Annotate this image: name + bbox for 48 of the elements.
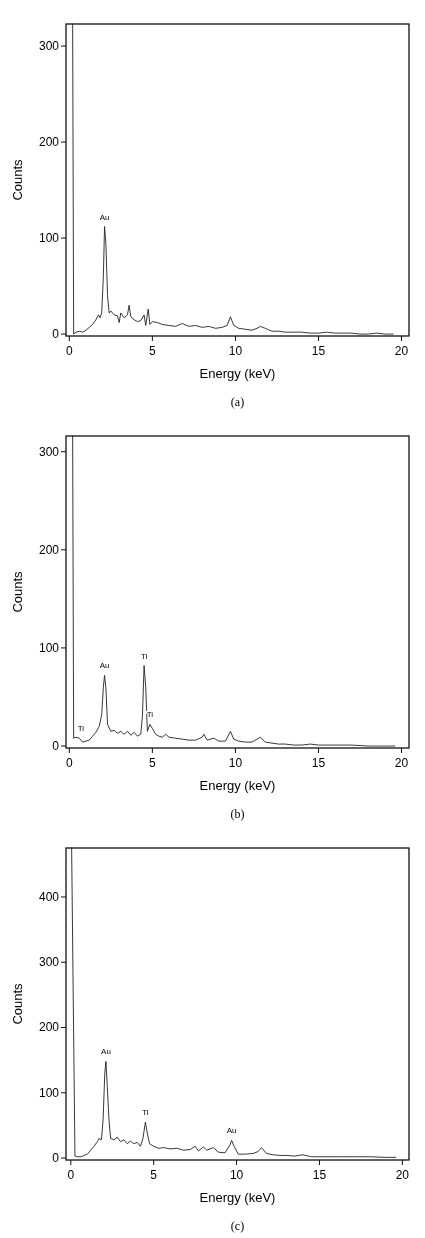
x-tick-label: 15 [311,344,326,358]
annotation: Ti [146,710,154,720]
y-tick-label: 100 [38,1085,60,1100]
y-axis-title: Counts [10,982,25,1025]
y-axis-title: Counts [10,158,25,201]
x-axis-title: Energy (keV) [199,366,276,381]
x-tick-label: 10 [228,756,243,770]
y-tick-label: 200 [38,542,60,557]
line-series [72,435,396,747]
annotation: Ti [142,1108,149,1118]
x-tick-label: 20 [395,1168,410,1182]
y-tick-label: 200 [38,1020,60,1035]
text: (a) [230,395,245,409]
line-series [72,23,394,335]
x-tick-label: 10 [228,344,243,358]
y-tick-label: 300 [38,955,60,970]
x-tick-label: 20 [394,756,409,770]
annotation: Ti [77,724,85,734]
x-tick-label: 0 [65,756,73,770]
annotation: Ti [140,651,148,661]
x-tick-label: 5 [149,756,157,770]
x-tick-label: 0 [67,1168,75,1182]
x-tick-label: 5 [149,344,157,358]
x-axis-title: Energy (keV) [199,778,276,793]
text: (b) [230,807,245,821]
y-tick-label: 300 [38,444,60,459]
y-tick-label: 0 [52,1151,60,1166]
x-tick-label: 0 [65,344,73,358]
y-tick-label: 200 [38,135,60,150]
y-tick-label: 100 [38,231,60,246]
line-series [71,847,397,1158]
text: (c) [230,1219,245,1233]
x-tick-label: 15 [312,1168,327,1182]
y-tick-label: 0 [52,739,60,754]
x-tick-label: 5 [150,1168,158,1182]
annotation: Au [99,212,110,222]
annotation: Au [99,661,110,671]
y-axis-title: Counts [10,570,25,613]
x-axis-title: Energy (keV) [199,1190,276,1205]
annotation: Au [101,1047,111,1057]
x-tick-label: 10 [229,1168,244,1182]
y-tick-label: 0 [52,327,60,342]
y-tick-label: 300 [38,39,60,54]
y-tick-label: 400 [38,889,60,904]
x-tick-label: 20 [394,344,409,358]
y-tick-label: 100 [38,640,60,655]
annotation: Au [226,1126,237,1136]
x-tick-label: 15 [311,756,326,770]
